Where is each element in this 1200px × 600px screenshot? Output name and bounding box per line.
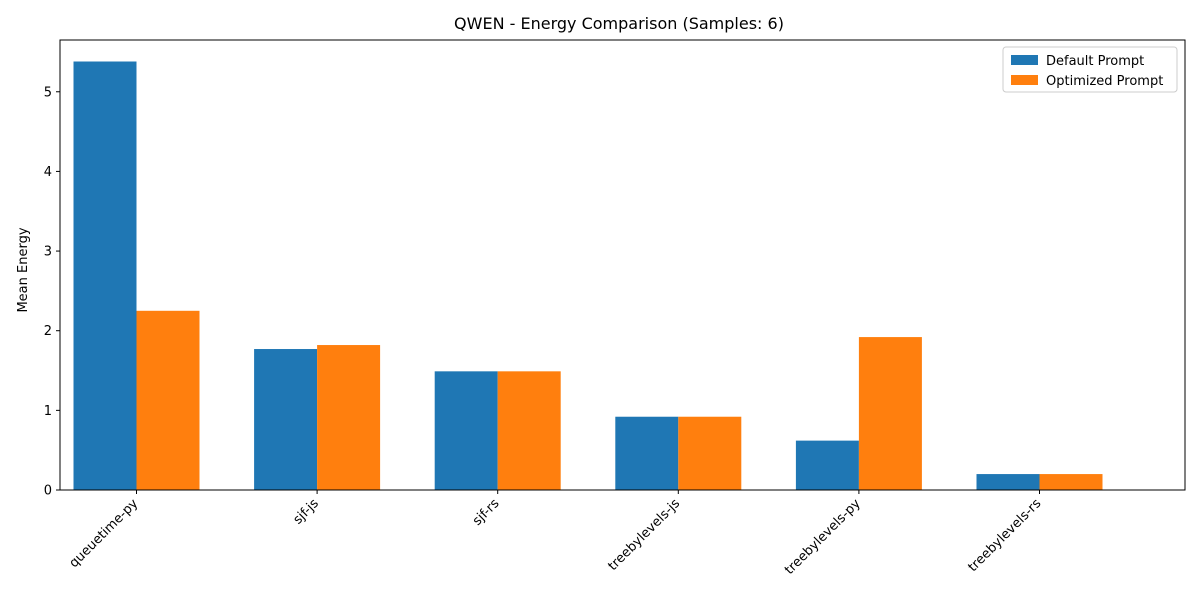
bar-default-sjf-js xyxy=(254,349,318,490)
bar-optimized-treebylevels-js xyxy=(678,416,742,490)
bar-default-treebylevels-js xyxy=(615,416,679,490)
y-tick-label-4: 4 xyxy=(44,165,52,180)
bar-optimized-queuetime-py xyxy=(136,310,200,490)
x-tick-label-queuetime-py: queuetime-py xyxy=(67,496,142,571)
legend: Default Prompt Optimized Prompt xyxy=(1002,46,1178,93)
bar-optimized-sjf-js xyxy=(317,345,381,490)
bar-default-treebylevels-rs xyxy=(976,474,1040,490)
bar-default-queuetime-py xyxy=(73,61,137,490)
bars-group xyxy=(73,61,1103,490)
legend-label-default: Default Prompt xyxy=(1046,54,1144,69)
bar-optimized-treebylevels-py xyxy=(858,337,922,490)
y-tick-label-0: 0 xyxy=(44,484,52,499)
y-tick-label-2: 2 xyxy=(44,324,52,339)
legend-label-optimized: Optimized Prompt xyxy=(1046,74,1163,89)
chart-title: QWEN - Energy Comparison (Samples: 6) xyxy=(454,14,784,33)
x-tick-label-treebylevels-js: treebylevels-js xyxy=(605,496,683,574)
bar-optimized-treebylevels-rs xyxy=(1039,474,1103,490)
legend-swatch-optimized xyxy=(1011,75,1038,85)
legend-box xyxy=(1002,46,1178,93)
bar-optimized-sjf-rs xyxy=(497,371,561,490)
y-tick-label-1: 1 xyxy=(44,404,52,419)
axes-group: 0 1 2 3 4 5 queuetime-py sjf-js sjf-rs treebyleve… xyxy=(44,39,1186,578)
x-tick-label-treebylevels-py: treebylevels-py xyxy=(782,496,864,578)
y-tick-label-5: 5 xyxy=(44,85,52,100)
bar-default-treebylevels-py xyxy=(795,440,859,490)
x-tick-label-sjf-js: sjf-js xyxy=(291,496,323,528)
bar-default-sjf-rs xyxy=(434,371,498,490)
legend-swatch-default xyxy=(1011,55,1038,65)
y-tick-label-3: 3 xyxy=(44,245,52,260)
x-tick-label-treebylevels-rs: treebylevels-rs xyxy=(965,496,1044,575)
y-axis-label: Mean Energy xyxy=(16,227,31,312)
x-tick-label-sjf-rs: sjf-rs xyxy=(470,496,503,529)
plot-frame xyxy=(59,39,1186,491)
